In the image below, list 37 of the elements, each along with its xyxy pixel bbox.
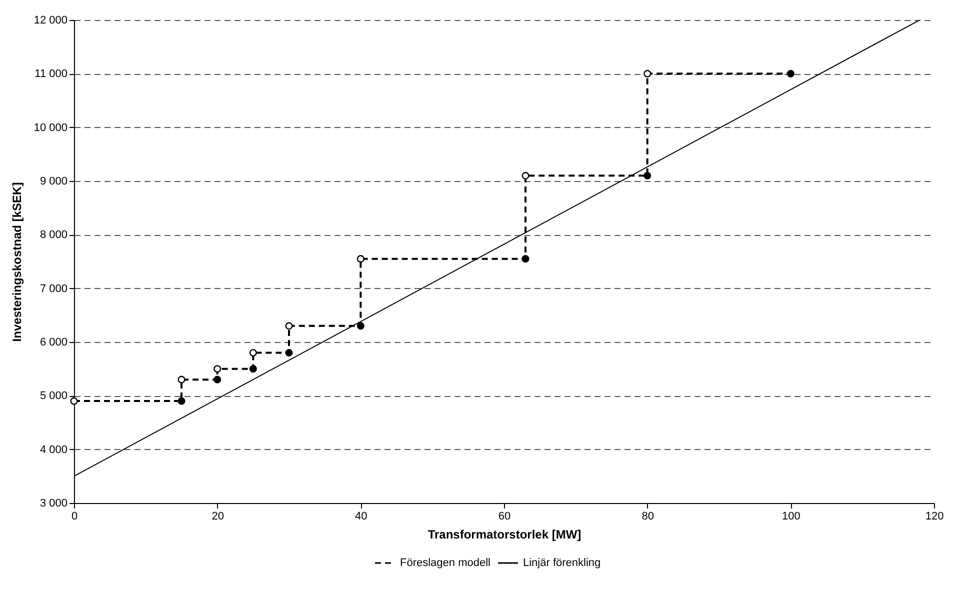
y-tick-label: 8 000 — [40, 229, 68, 242]
y-tick-label: 7 000 — [40, 282, 68, 295]
x-axis-title: Transformatorstorlek [MW] — [428, 528, 582, 542]
point — [285, 322, 293, 330]
point — [249, 365, 257, 373]
x-tick-label: 60 — [498, 510, 511, 522]
x-tick-label: 20 — [212, 510, 224, 522]
x-tick-label: 120 — [925, 510, 944, 522]
point — [786, 70, 794, 78]
y-tick-label: 5 000 — [40, 390, 68, 402]
point — [522, 172, 530, 180]
point — [249, 348, 257, 356]
y-tick-label: 11 000 — [34, 68, 68, 80]
point — [178, 376, 186, 384]
x-tick-label: 100 — [782, 510, 800, 522]
point — [70, 397, 78, 405]
point — [356, 322, 364, 330]
y-tick-label: 4 000 — [40, 444, 68, 456]
y-tick-label: 6 000 — [40, 336, 68, 348]
point — [214, 376, 222, 384]
y-axis-title: Investeringskostnad [kSEK] — [10, 182, 24, 342]
y-tick-label: 3 000 — [40, 498, 68, 510]
point — [214, 365, 222, 373]
y-tick-label: 10 000 — [34, 122, 68, 134]
y-tick-label: 9 000 — [40, 176, 68, 188]
legend-label: Linjär förenkling — [523, 557, 601, 569]
x-tick-label: 40 — [355, 510, 368, 522]
point — [644, 172, 652, 180]
x-tick-label: 80 — [642, 510, 654, 522]
point — [644, 70, 652, 78]
x-tick-label: 0 — [71, 510, 78, 522]
point — [356, 255, 364, 263]
legend-label: Föreslagen modell — [400, 557, 490, 569]
point — [522, 255, 530, 263]
y-tick-label: 12 000 — [34, 14, 68, 26]
point — [178, 397, 186, 405]
point — [285, 348, 293, 356]
